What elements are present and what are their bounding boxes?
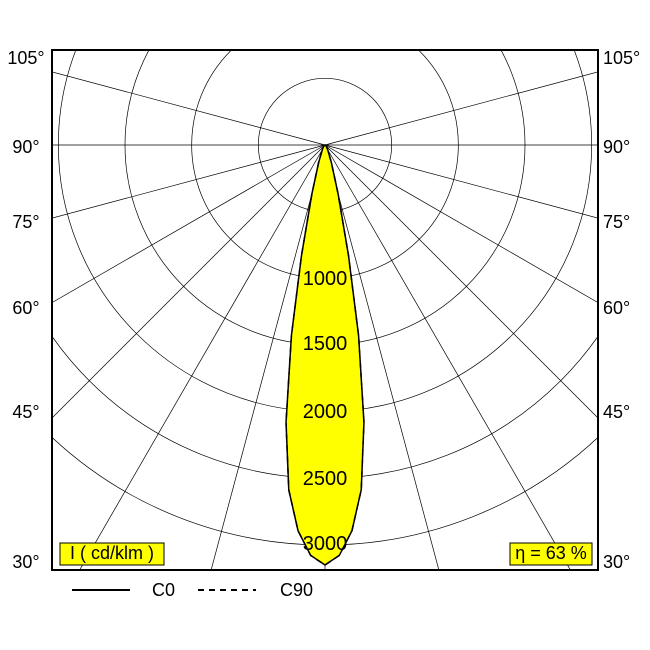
radial-gridline: [325, 10, 650, 145]
angle-label-left: 45°: [12, 402, 39, 422]
intensity-label: 2500: [303, 468, 348, 490]
radial-gridline: [0, 145, 325, 280]
legend-label-c90: C90: [280, 580, 313, 600]
quantity-label: I ( cd/klm ): [70, 543, 154, 563]
radial-gridline: [0, 10, 325, 145]
angle-label-right: 60°: [603, 298, 630, 318]
radial-gridline: [0, 145, 325, 405]
angle-label-left: 105°: [7, 48, 44, 68]
intensity-label: 1000: [303, 268, 348, 290]
radial-gridline: [65, 145, 325, 595]
radial-gridline: [325, 145, 650, 280]
c0-lobe: [286, 145, 364, 565]
intensity-label: 2000: [303, 401, 348, 423]
angle-label-right: 105°: [603, 48, 640, 68]
angle-label-left: 30°: [12, 552, 39, 572]
radial-gridline: [325, 145, 650, 513]
angle-label-right: 45°: [603, 402, 630, 422]
legend-label-c0: C0: [152, 580, 175, 600]
intensity-label: 3000: [303, 533, 348, 555]
angle-label-right: 30°: [603, 552, 630, 572]
angle-label-left: 60°: [12, 298, 39, 318]
intensity-label: 1500: [303, 333, 348, 355]
photometric-polar-diagram: 1000 1500 2000 2500 3000 105° 90° 75° 60° 45° 30° 1…: [0, 0, 650, 650]
efficiency-label: η = 63 %: [515, 543, 587, 563]
radial-gridline: [0, 145, 325, 513]
angle-label-left: 75°: [12, 212, 39, 232]
angle-label-right: 75°: [603, 212, 630, 232]
angle-label-left: 90°: [12, 137, 39, 157]
radial-gridline: [325, 145, 585, 595]
radial-gridline: [325, 145, 650, 405]
angle-label-right: 90°: [603, 137, 630, 157]
